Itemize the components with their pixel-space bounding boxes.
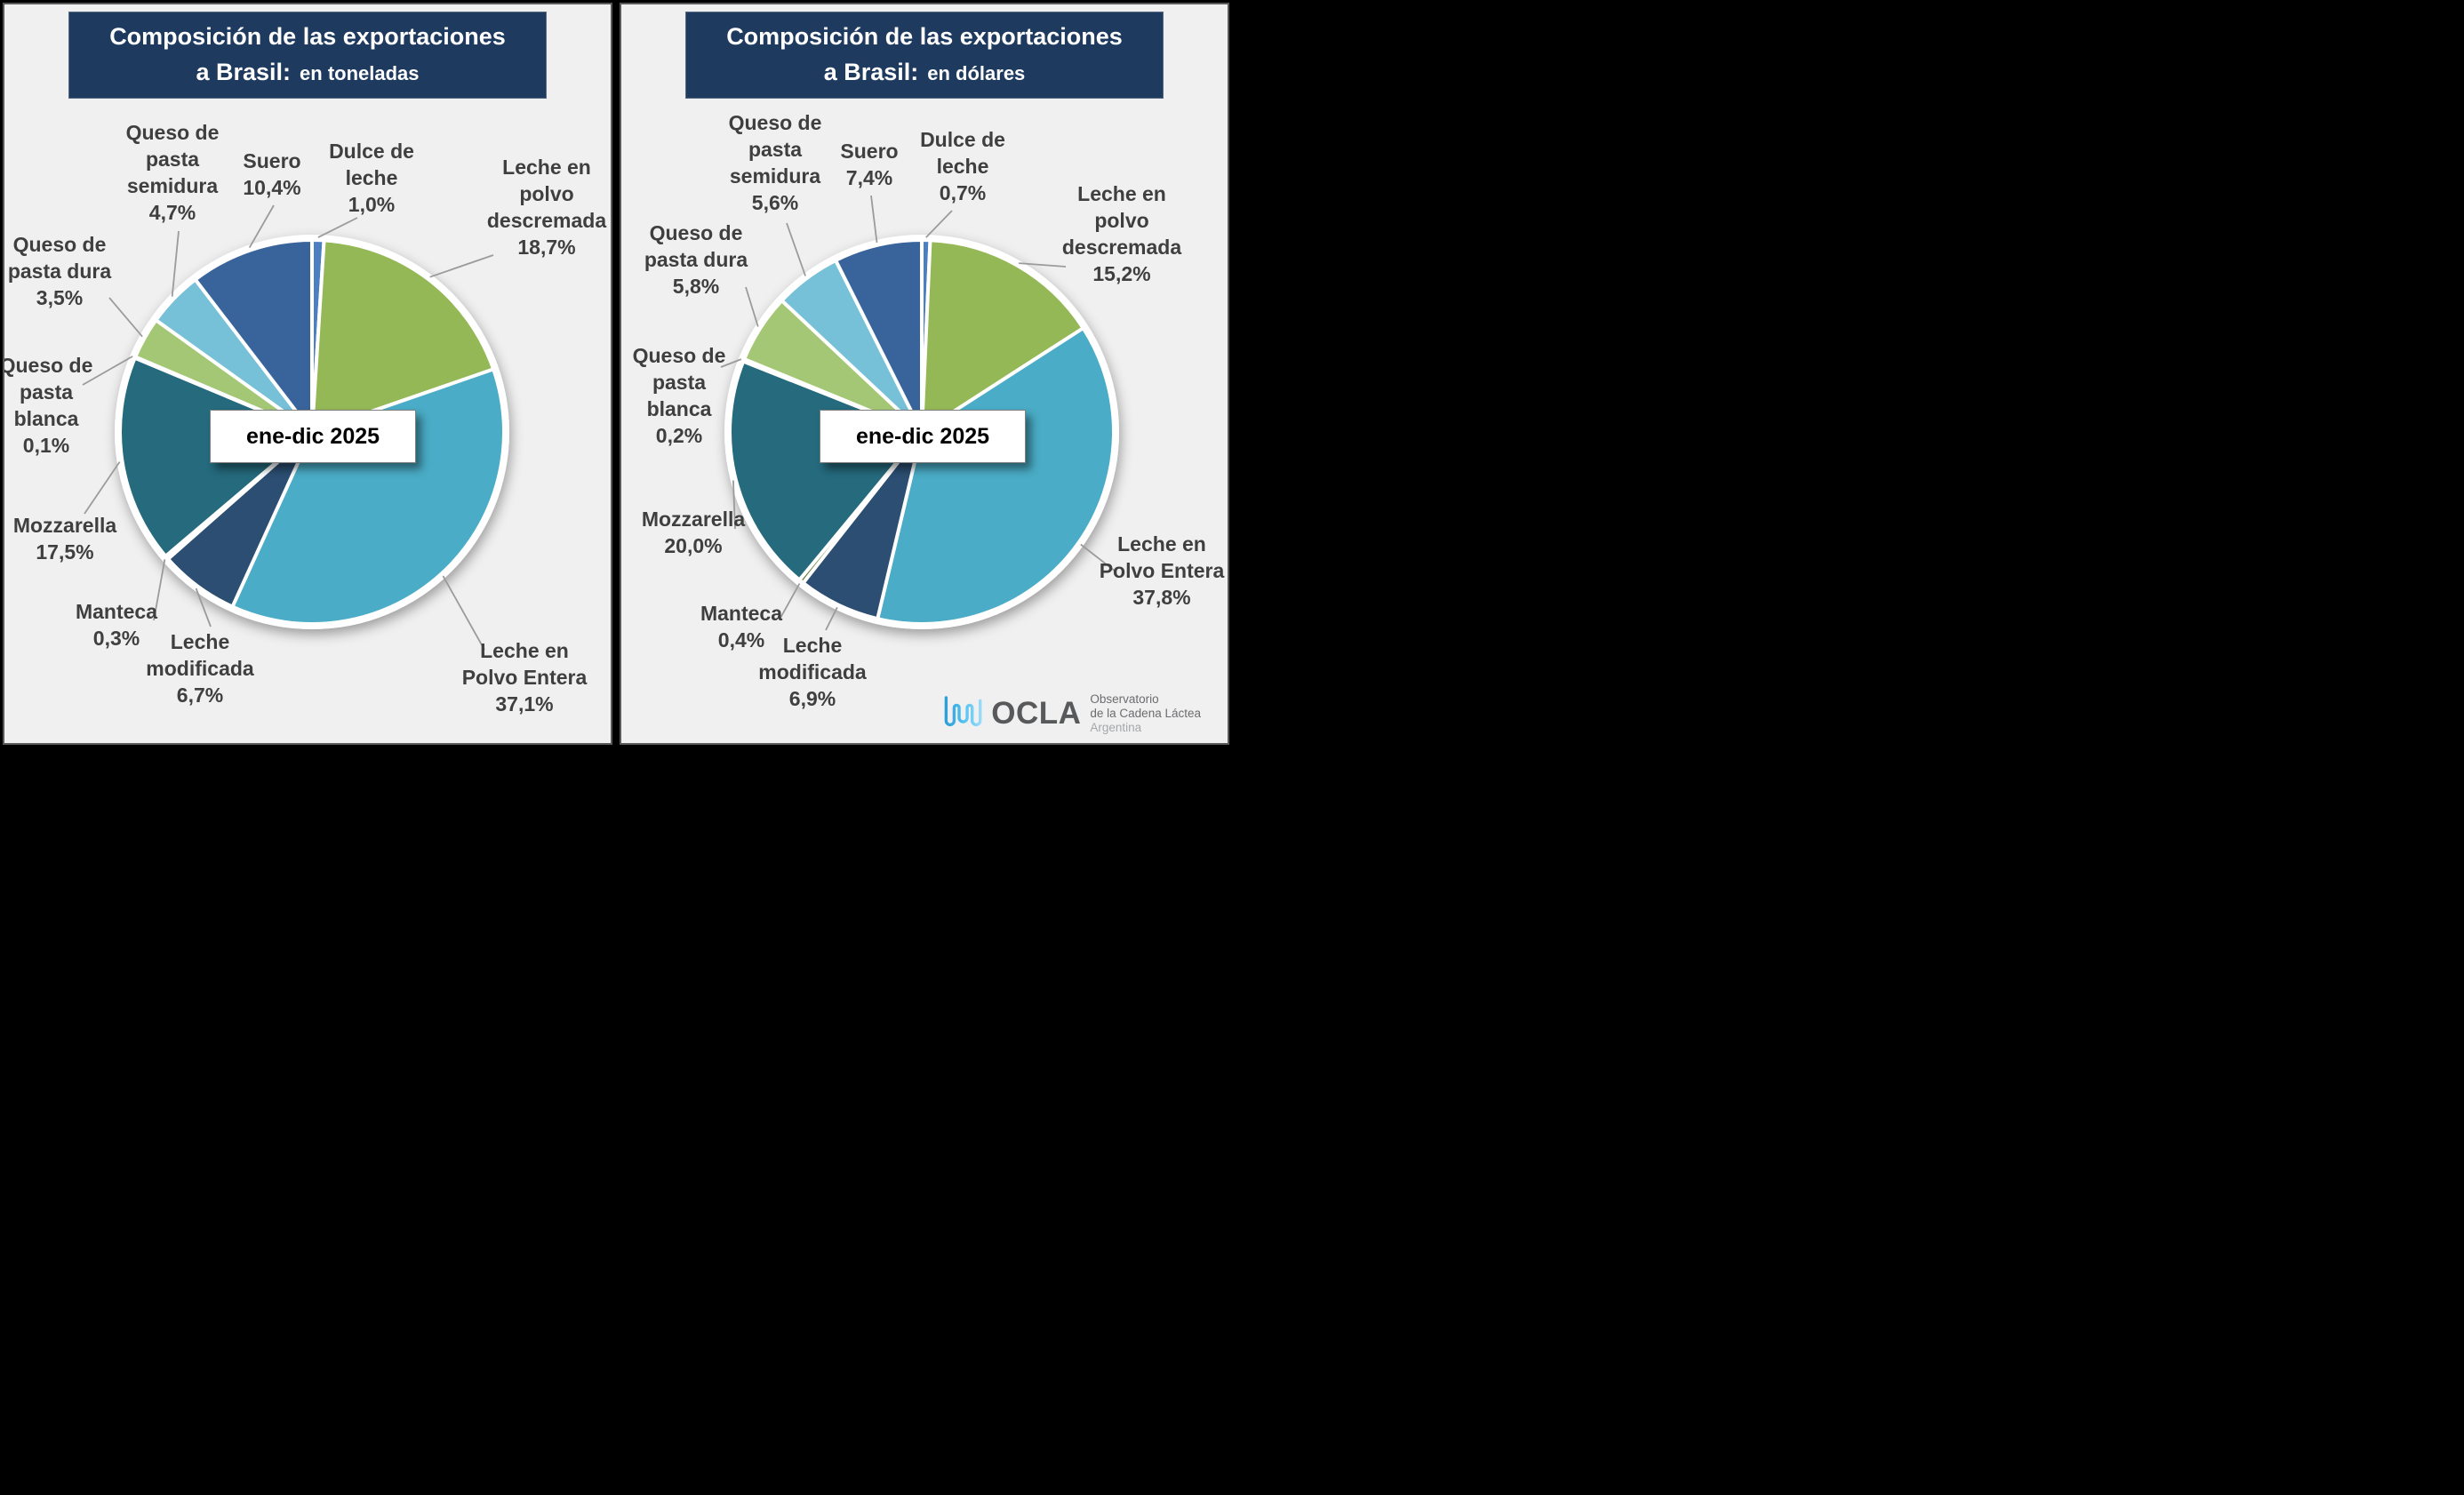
leader-line-manteca xyxy=(779,583,801,620)
leader-line-leche-en-polvo-descremada xyxy=(1019,262,1067,268)
chart-title-unit: en dólares xyxy=(927,62,1026,84)
leader-line-queso-de-pasta-semidura xyxy=(786,222,806,276)
chart-title-dolares: Composición de las exportaciones a Brasi… xyxy=(685,12,1164,99)
period-label-text: ene-dic 2025 xyxy=(245,423,380,449)
panel-dolares: Dulce de leche 0,7% Leche en polvo descremada… xyxy=(620,3,1229,745)
leader-line-leche-en-polvo-entera xyxy=(442,575,485,651)
logo-name-line1: Observatorio xyxy=(1090,692,1159,706)
logo-name-line3: Argentina xyxy=(1090,721,1142,734)
leader-line-queso-de-pasta-dura xyxy=(745,286,759,327)
pie-chart-dolares xyxy=(720,195,1119,631)
logo-acronym: OCLA xyxy=(991,696,1082,731)
leader-line-leche-en-polvo-entera xyxy=(1080,543,1116,572)
pie-slice-leche-en-polvo-descremada xyxy=(920,238,1085,434)
leader-line-leche-modificada xyxy=(825,606,838,631)
chart-title-toneladas: Composición de las exportaciones a Brasi… xyxy=(68,12,547,99)
period-label: ene-dic 2025 xyxy=(210,410,416,463)
leader-line-queso-de-pasta-dura xyxy=(108,297,143,338)
period-label: ene-dic 2025 xyxy=(820,410,1026,463)
ocla-logo: OCLA Observatorio de la Cadena Láctea Ar… xyxy=(943,688,1201,740)
pie-slice-suero xyxy=(834,238,924,434)
leader-line-dulce-de-leche xyxy=(925,210,953,238)
leader-line-manteca xyxy=(153,559,166,621)
chart-title-prefix: a Brasil: xyxy=(196,59,292,85)
leader-line-queso-de-pasta-semidura xyxy=(171,230,180,297)
leader-line-leche-en-polvo-descremada xyxy=(429,254,494,278)
leader-line-suero xyxy=(248,204,275,249)
leader-line-mozzarella xyxy=(732,480,736,530)
logo-name-line2: de la Cadena Láctea xyxy=(1090,707,1201,720)
leader-line-dulce-de-leche xyxy=(317,217,358,238)
chart-title-line2: a Brasil: en dólares xyxy=(824,54,1026,92)
milk-wave-icon xyxy=(944,696,982,727)
pie-slice-leche-en-polvo-entera xyxy=(876,326,1116,626)
period-label-text: ene-dic 2025 xyxy=(855,423,990,449)
leader-line-suero xyxy=(870,195,878,244)
leader-line-queso-de-pasta-blanca xyxy=(82,356,133,386)
chart-title-line1: Composición de las exportaciones xyxy=(726,23,1123,50)
logo-name: Observatorio de la Cadena Láctea Argenti… xyxy=(1090,692,1201,735)
pie-slice-leche-en-polvo-entera xyxy=(230,367,506,626)
leader-line-mozzarella xyxy=(84,461,121,515)
chart-title-line1: Composición de las exportaciones xyxy=(109,23,506,50)
pie-chart-toneladas xyxy=(82,204,509,651)
panel-toneladas: Dulce de leche 1,0% Leche en polvo descremada… xyxy=(3,3,612,745)
leader-line-queso-de-pasta-blanca xyxy=(720,358,742,368)
pie-slice-suero xyxy=(193,238,314,434)
leader-line-leche-modificada xyxy=(195,588,212,628)
chart-title-line2: a Brasil: en toneladas xyxy=(196,54,419,92)
chart-title-unit: en toneladas xyxy=(300,62,420,84)
chart-title-prefix: a Brasil: xyxy=(823,59,919,85)
